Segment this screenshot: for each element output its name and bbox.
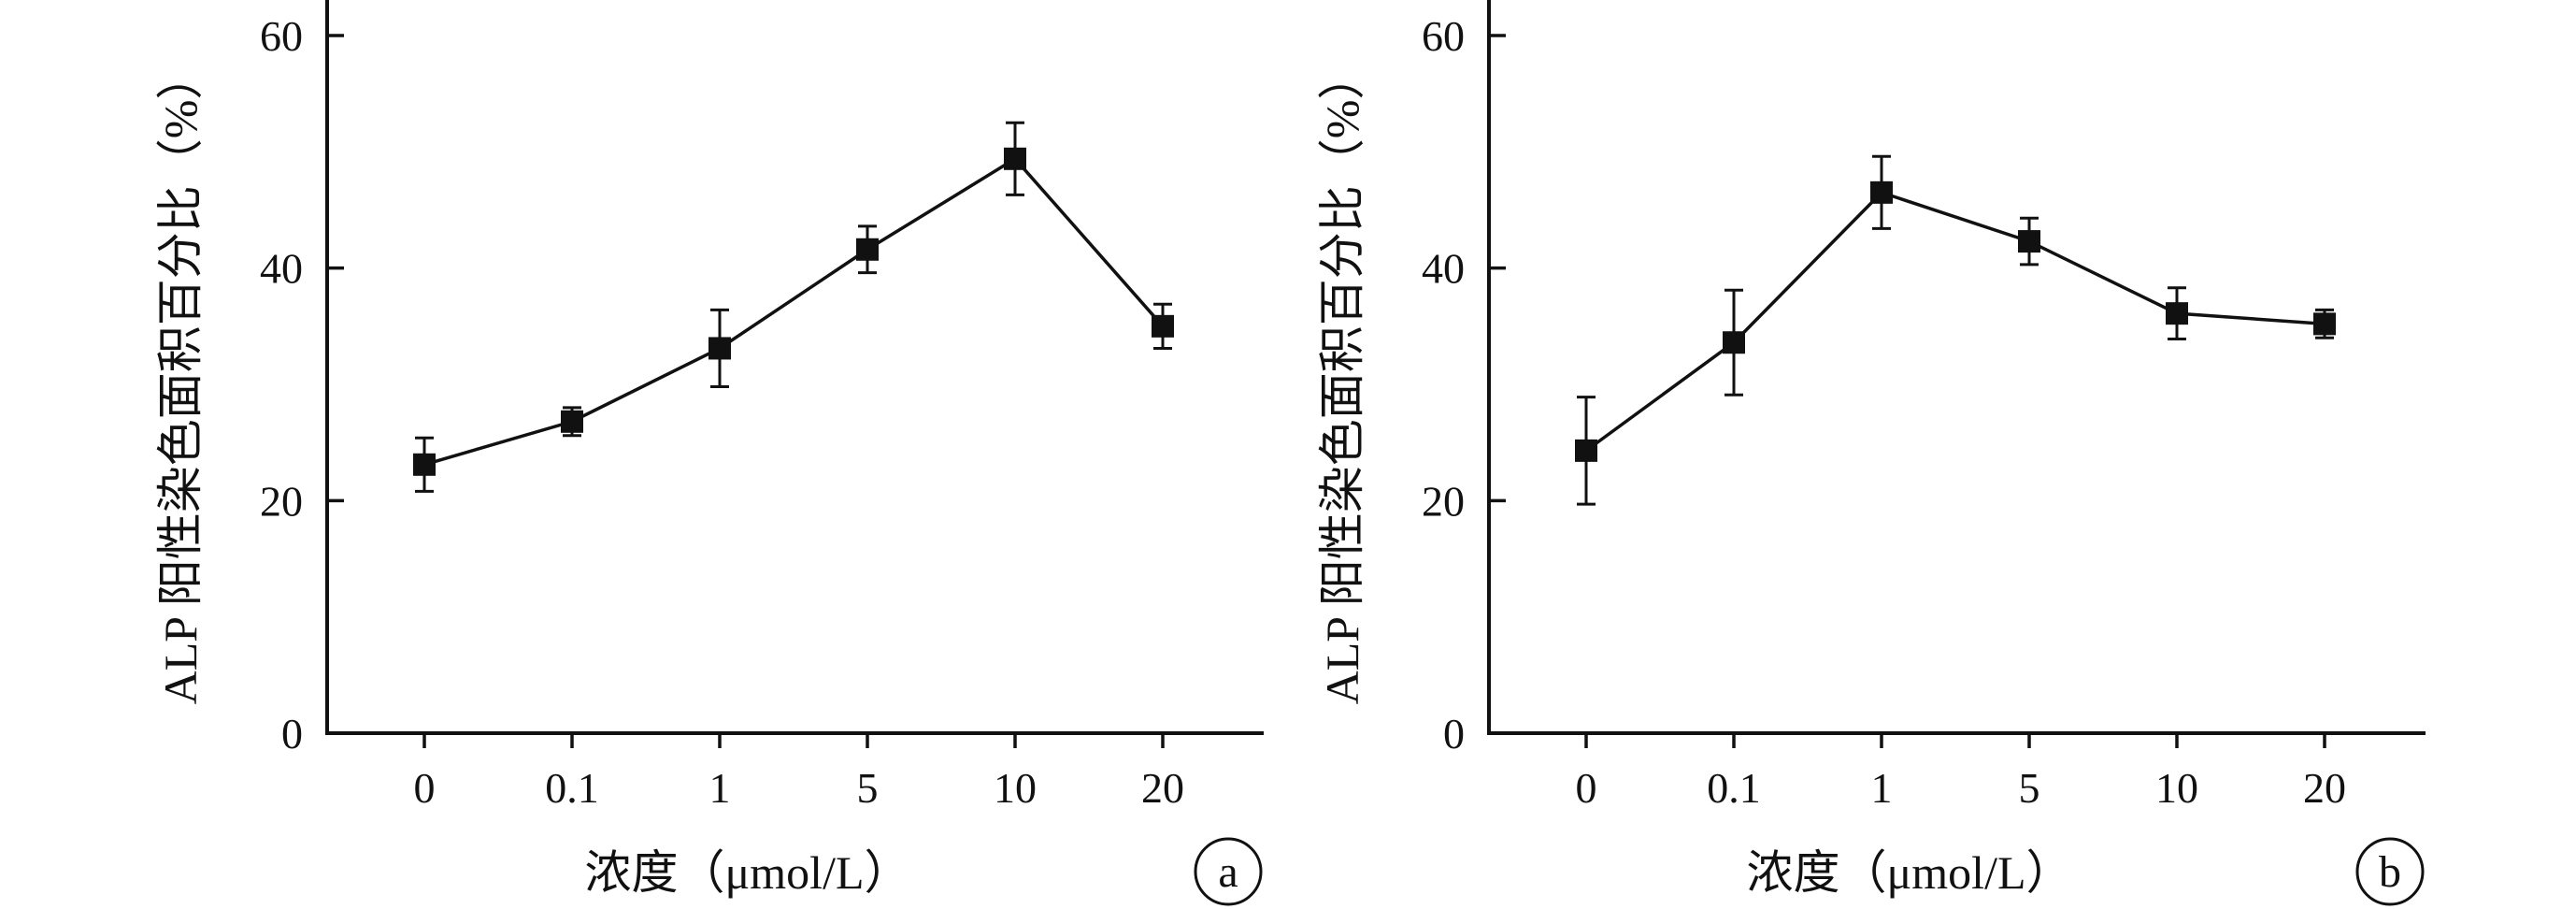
y-tick-label-1: 20 [1422,477,1465,525]
data-point-3 [856,238,879,261]
x-tick-label-3: 5 [857,764,879,812]
x-tick-label-4: 10 [2155,764,2198,812]
data-point-1 [1723,331,1745,354]
x-tick-label-4: 10 [994,764,1037,812]
data-point-5 [2313,312,2336,336]
data-point-0 [413,453,436,476]
chart-panel-b: 0 20 40 60 0 0.1 1 5 10 20 浓度（μmol/L） ALP 阳性染色面积百分比… [1316,0,2426,906]
x-tick-label-2: 1 [709,764,731,812]
panel-label: a [1218,847,1238,897]
data-point-1 [561,410,583,433]
x-tick-label-0: 0 [1576,764,1597,812]
y-tick-label-0: 0 [281,710,303,758]
data-point-4 [1004,147,1026,170]
y-axis-title: ALP 阳性染色面积百分比（%） [1316,53,1368,705]
data-point-5 [1152,314,1174,338]
x-tick-label-1: 0.1 [1707,764,1761,812]
series-line-0 [1584,190,2326,453]
x-tick-label-3: 5 [2019,764,2040,812]
y-tick-label-0: 0 [1443,710,1465,758]
x-tick-label-5: 20 [2303,764,2346,812]
y-tick-label-3: 60 [260,12,303,60]
y-axis-title: ALP 阳性染色面积百分比（%） [154,53,207,705]
series-line-0 [423,156,1165,467]
y-tick-label-2: 40 [1422,245,1465,293]
panel-label-circle [2355,837,2425,906]
x-axis-title: 浓度（μmol/L） [1746,846,2072,899]
y-tick-label-2: 40 [260,245,303,293]
x-tick-label-2: 1 [1871,764,1893,812]
y-tick-label-1: 20 [260,477,303,525]
data-point-2 [708,337,731,360]
data-point-3 [2018,230,2040,253]
panel-label-circle [1194,837,1263,906]
x-axis-title: 浓度（μmol/L） [584,846,910,899]
x-tick-label-0: 0 [414,764,436,812]
panel-label: b [2379,847,2401,897]
x-tick-label-5: 20 [1141,764,1184,812]
data-point-4 [2166,302,2188,325]
data-point-0 [1575,439,1597,462]
chart-panel-a: 0 20 40 60 0 0.1 1 5 10 20 浓度（μmol/L） ALP 阳性染色面积百分比… [154,0,1264,906]
x-tick-label-1: 0.1 [545,764,599,812]
y-tick-label-3: 60 [1422,12,1465,60]
data-point-2 [1870,180,1893,204]
